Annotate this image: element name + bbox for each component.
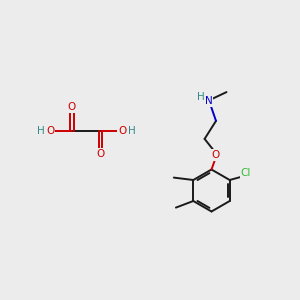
Text: O: O <box>46 125 55 136</box>
Text: Cl: Cl <box>241 168 251 178</box>
Text: O: O <box>68 102 76 112</box>
Text: O: O <box>96 148 105 159</box>
Text: H: H <box>37 125 45 136</box>
Text: H: H <box>197 92 205 102</box>
Text: O: O <box>118 125 126 136</box>
Text: N: N <box>205 96 212 106</box>
Text: O: O <box>212 150 220 160</box>
Text: H: H <box>128 125 136 136</box>
